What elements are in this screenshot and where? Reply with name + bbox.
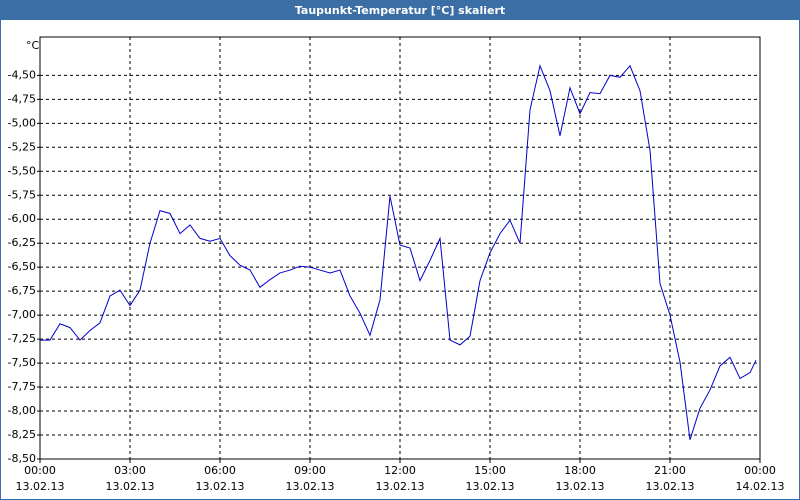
y-tick-label: -8,25 xyxy=(8,428,36,441)
data-line xyxy=(40,64,757,440)
y-tick-label: -6,75 xyxy=(8,284,36,297)
y-tick-label: -7,75 xyxy=(8,380,36,393)
y-tick-label: -6,50 xyxy=(8,260,36,273)
x-tick-label: 06:00 13.02.13 xyxy=(195,464,245,493)
x-tick-label: 00:00 14.02.13 xyxy=(735,464,785,493)
y-tick-label: -7,25 xyxy=(8,332,36,345)
y-tick-label: -6,00 xyxy=(8,212,36,225)
y-tick-label: -6,25 xyxy=(8,236,36,249)
y-tick-label: -7,50 xyxy=(8,356,36,369)
y-tick-label: -5,25 xyxy=(8,140,36,153)
x-tick-label: 12:00 13.02.13 xyxy=(375,464,425,493)
chart-title: Taupunkt-Temperatur [°C] skaliert xyxy=(295,4,505,17)
x-tick-label: 00:00 13.02.13 xyxy=(15,464,65,493)
x-tick-label: 03:00 13.02.13 xyxy=(105,464,155,493)
title-bar xyxy=(0,0,800,20)
x-tick-label: 09:00 13.02.13 xyxy=(285,464,335,493)
y-tick-label: -7,00 xyxy=(8,308,36,321)
y-tick-label: -8,50 xyxy=(8,452,36,465)
y-tick-label: -5,00 xyxy=(8,116,36,129)
x-tick-label: 18:00 13.02.13 xyxy=(555,464,605,493)
y-tick-label: -5,75 xyxy=(8,188,36,201)
y-tick-label: -5,50 xyxy=(8,164,36,177)
y-tick-label: -4,50 xyxy=(8,68,36,81)
x-tick-label: 21:00 13.02.13 xyxy=(645,464,695,493)
y-tick-label: -4,75 xyxy=(8,92,36,105)
y-axis-label: °C xyxy=(26,39,40,52)
y-tick-label: -8,00 xyxy=(8,404,36,417)
x-tick-label: 15:00 13.02.13 xyxy=(465,464,515,493)
